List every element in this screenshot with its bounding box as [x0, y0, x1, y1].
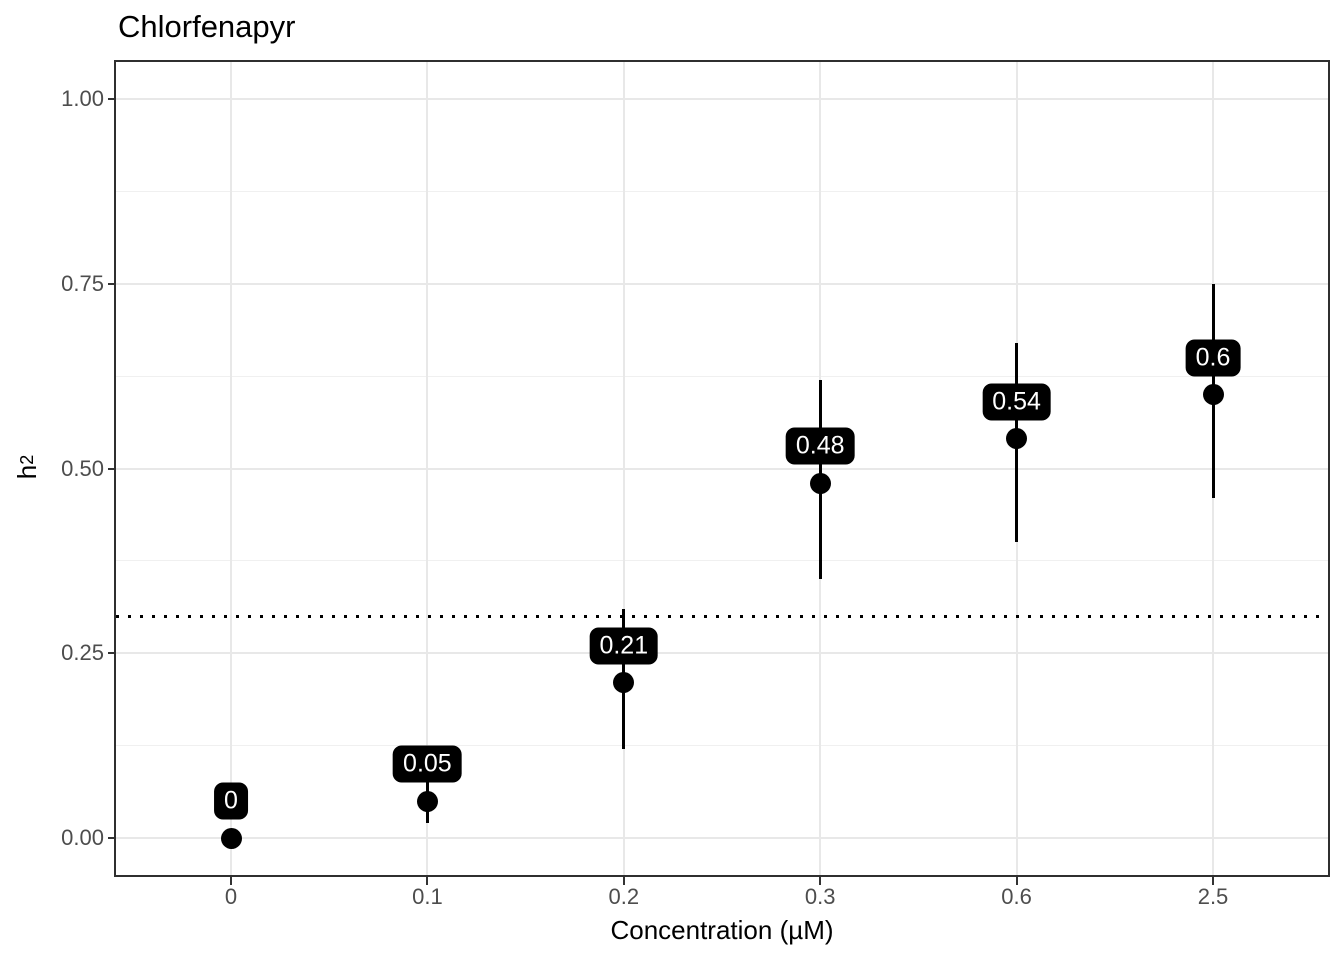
x-axis-tick-label: 0.2: [608, 884, 640, 909]
y-axis-tick-label: 1.00: [61, 85, 104, 111]
x-axis-tick-label: 0.6: [1001, 884, 1032, 909]
x-axis-tick-label: 0.1: [412, 884, 443, 909]
x-axis-title: Concentration (µM): [610, 915, 834, 945]
x-axis-tick-label: 2.5: [1197, 884, 1229, 909]
x-axis-tick-mark: [426, 877, 429, 885]
y-axis-title-text: h: [11, 464, 42, 480]
x-axis-tick-mark: [819, 877, 822, 885]
plot-panel-border: [114, 60, 1330, 877]
plot-title: Chlorfenapyr: [118, 9, 296, 44]
y-axis-tick-label: 0.25: [61, 640, 104, 666]
x-axis-tick-mark: [1212, 877, 1214, 885]
x-axis-tick-mark: [1015, 877, 1018, 885]
x-axis-tick-label: 0.3: [804, 884, 836, 909]
x-axis-tick-label: 0: [224, 884, 238, 909]
x-axis-tick-mark: [622, 877, 625, 885]
y-axis-tick-label: 0.75: [61, 270, 104, 296]
x-axis-tick-mark: [230, 877, 232, 885]
y-axis-tick-label: 0.00: [61, 825, 104, 851]
